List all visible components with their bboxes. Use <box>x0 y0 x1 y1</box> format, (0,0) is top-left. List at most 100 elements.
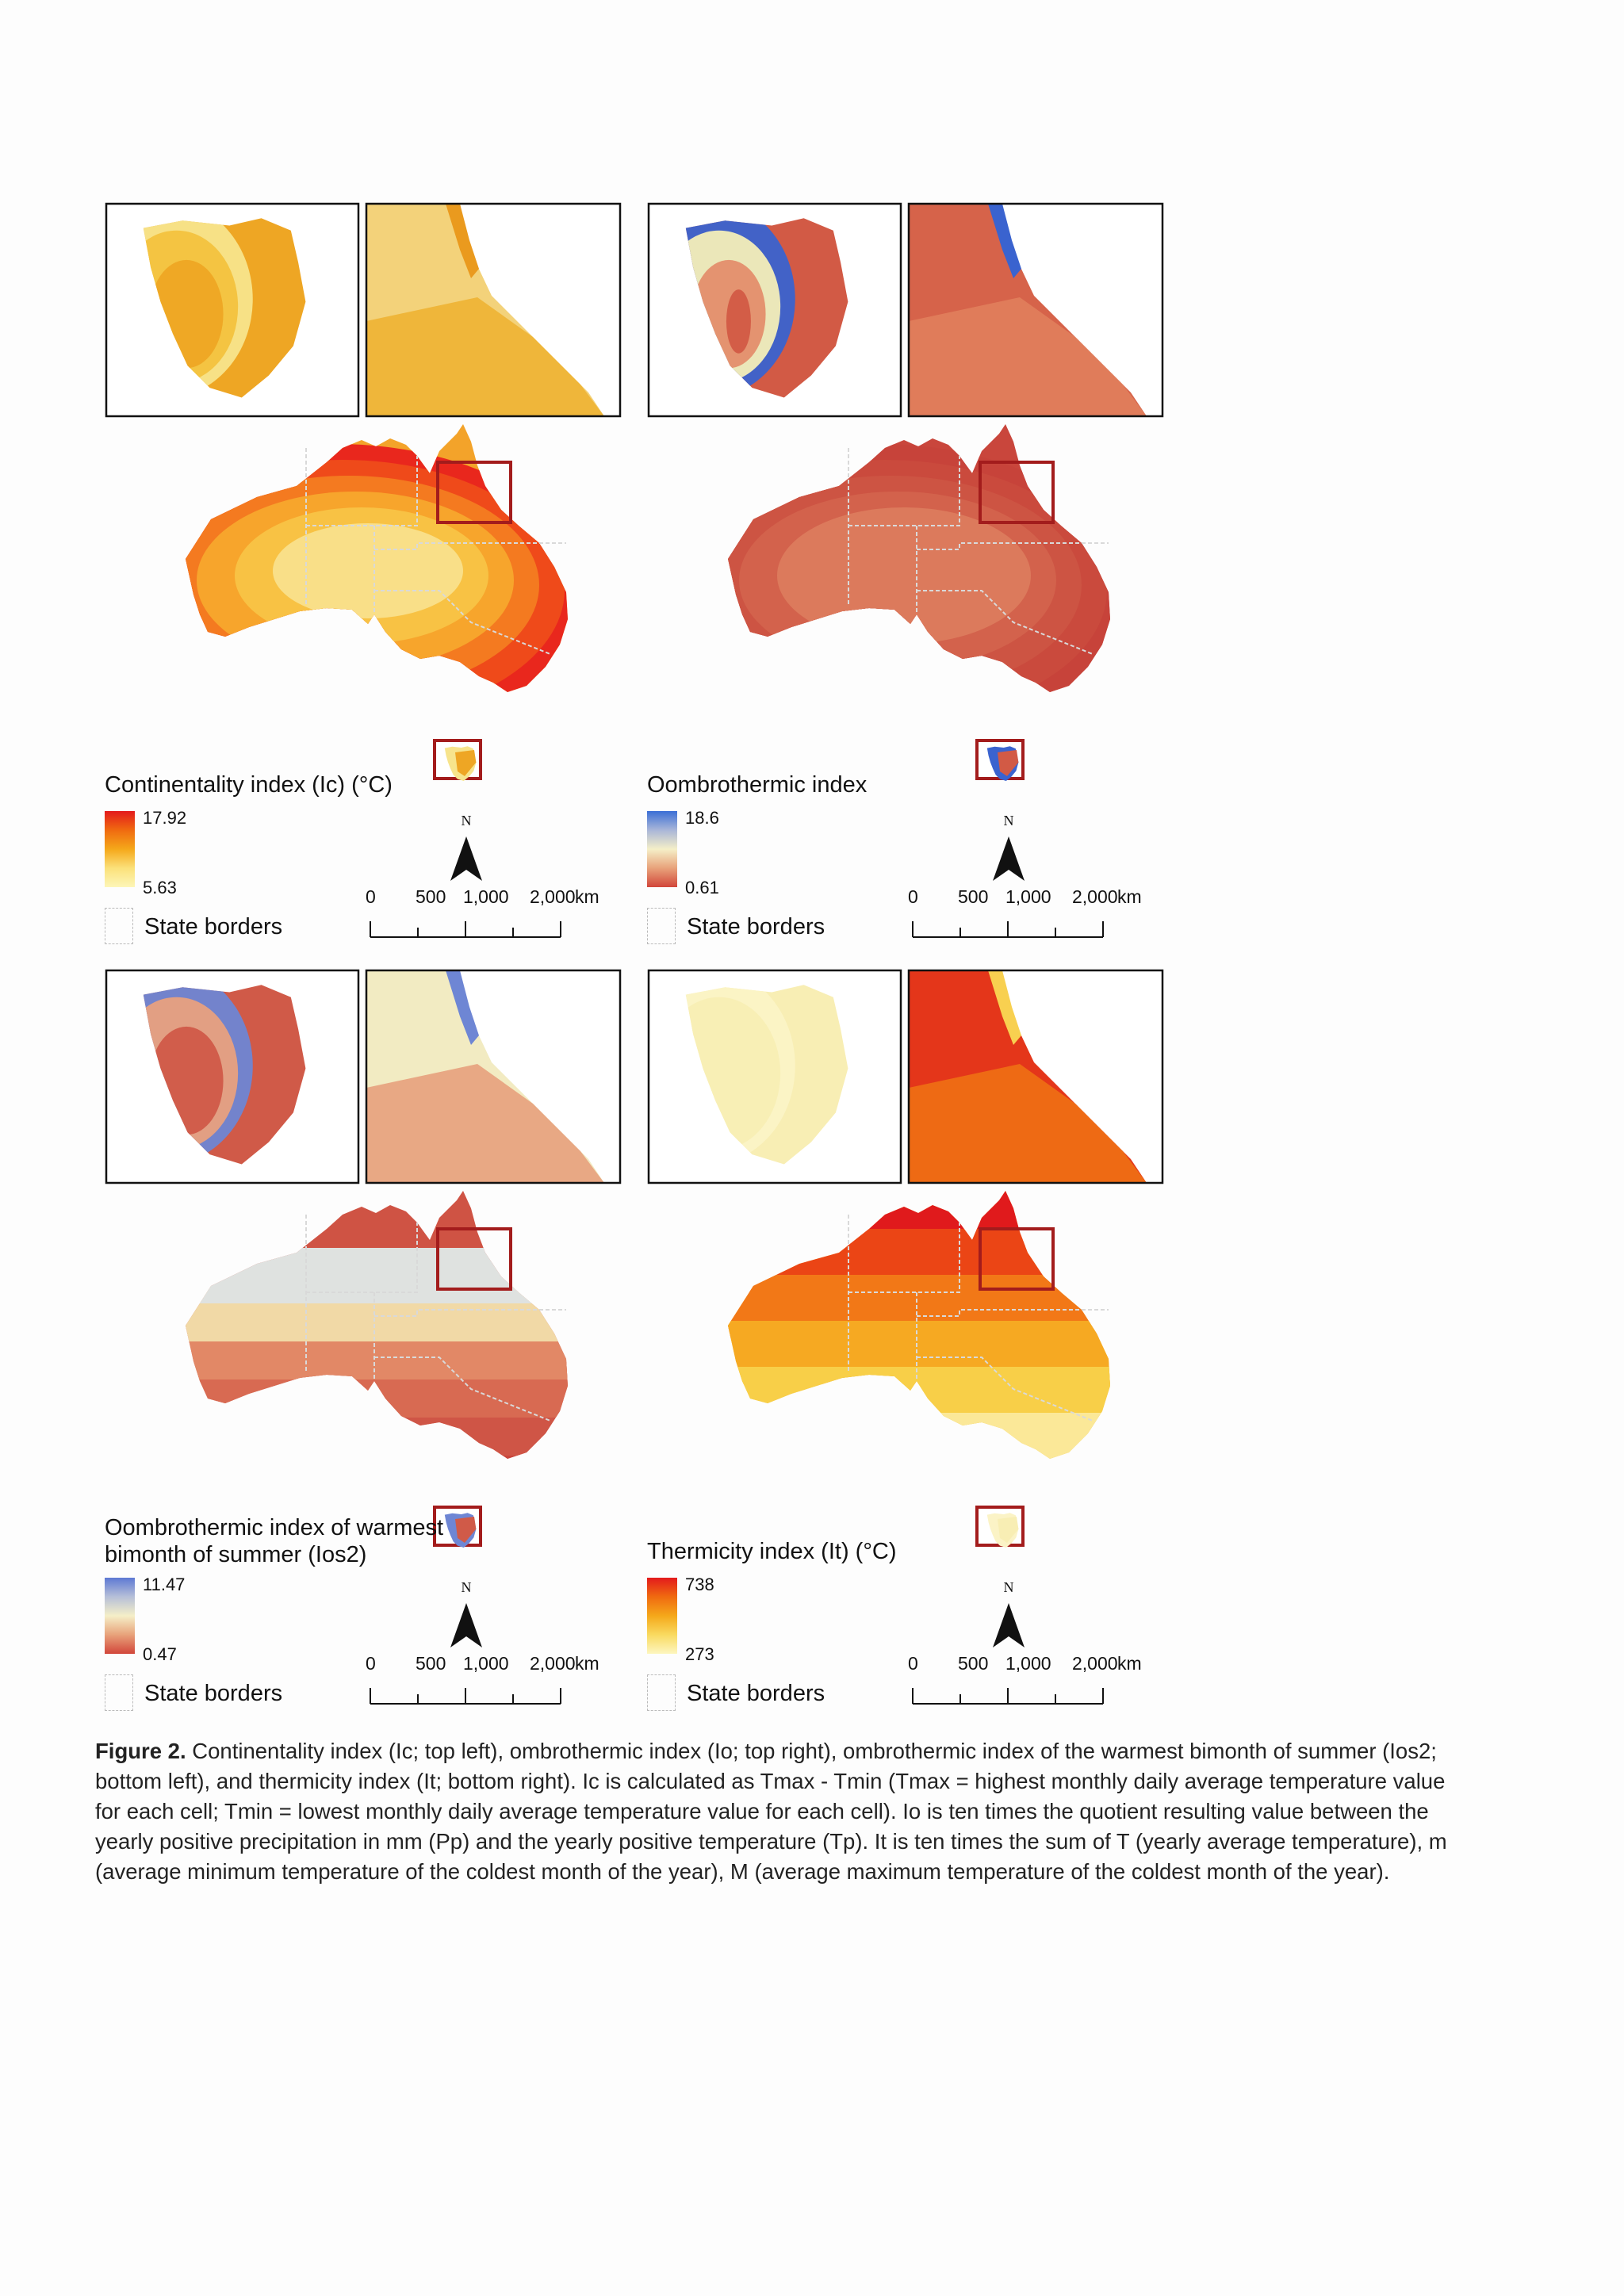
state-borders-label: State borders <box>144 1681 283 1706</box>
legend-min-value: 5.63 <box>143 878 177 897</box>
legend-title-line: Continentality index (Ic) (°C) <box>105 772 393 798</box>
map-figure-it <box>647 969 1164 1548</box>
scale-label: km <box>1117 886 1142 907</box>
inset-left-frame <box>105 202 360 418</box>
scale-label: km <box>575 886 599 907</box>
inset-tasmania <box>649 970 901 1183</box>
scale-label: 1,000 <box>1005 1653 1051 1674</box>
state-borders-swatch <box>105 1674 133 1711</box>
scale-label: 1,000 <box>463 1653 509 1674</box>
north-arrow-icon <box>450 836 482 881</box>
australia-map <box>186 1191 568 1548</box>
inset-left-frame <box>647 202 902 418</box>
scale-label: 0 <box>908 886 918 907</box>
legend-max-value: 738 <box>685 1575 714 1594</box>
scale-label: 0 <box>366 1653 376 1674</box>
legend-title: Thermicity index (It) (°C) <box>647 1538 897 1565</box>
scale-label: 500 <box>958 1653 989 1674</box>
scale-bar <box>370 921 561 938</box>
legend-color-ramp <box>647 811 677 887</box>
australia-map <box>728 424 1110 781</box>
state-borders-label: State borders <box>687 914 825 939</box>
legend-color-ramp <box>647 1578 677 1654</box>
inset-left-frame <box>647 969 902 1184</box>
map-figure-io <box>647 202 1164 781</box>
queensland-highlight-box <box>436 461 512 524</box>
scale-label: 2,000 <box>530 1653 576 1674</box>
scale-bar <box>370 1688 561 1705</box>
scale-label: 2,000 <box>1072 886 1118 907</box>
legend-max-value: 18.6 <box>685 808 719 828</box>
north-arrow-label: N <box>1003 1579 1014 1595</box>
map-panel-ic: Continentality index (Ic) (°C) 17.92 5.63 S… <box>105 202 660 967</box>
australia-map <box>728 1191 1110 1548</box>
legend-min-value: 0.61 <box>685 878 719 897</box>
inset-tasmania <box>649 204 901 416</box>
figure-caption-text: Continentality index (Ic; top left), omb… <box>95 1739 1447 1884</box>
scale-label: km <box>575 1653 599 1674</box>
inset-queensland-coast <box>366 204 620 416</box>
scale-label: 500 <box>416 886 446 907</box>
map-panel-it: Thermicity index (It) (°C) 738 273 State bo… <box>647 969 1202 1734</box>
inset-queensland-coast <box>366 970 620 1183</box>
inset-tasmania <box>106 204 358 416</box>
tasmania-locator <box>975 739 1025 781</box>
legend-min-value: 273 <box>685 1644 714 1664</box>
north-arrow-icon <box>993 836 1025 881</box>
scale-label: 1,000 <box>1005 886 1051 907</box>
legend-min-value: 0.47 <box>143 1644 177 1664</box>
legend-title-line: Oombrothermic index of warmest <box>105 1515 444 1540</box>
state-border-nt <box>306 1223 418 1293</box>
inset-queensland-coast <box>909 204 1162 416</box>
inset-right-frame <box>365 969 622 1184</box>
scale-label: 500 <box>958 886 989 907</box>
state-border-nsw <box>374 1357 551 1422</box>
legend-color-ramp <box>105 1578 135 1654</box>
legend-max-value: 17.92 <box>143 808 187 828</box>
scale-label: 0 <box>908 1653 918 1674</box>
scale-bar <box>912 921 1104 938</box>
state-border-qld <box>917 542 1109 550</box>
inset-tasmania <box>106 970 358 1183</box>
scale-label: 1,000 <box>463 886 509 907</box>
scale-label: km <box>1117 1653 1142 1674</box>
inset-right-frame <box>907 202 1164 418</box>
legend-title: Oombrothermic index of warmest bimonth of… <box>105 1514 443 1568</box>
inset-queensland-coast <box>909 970 1162 1183</box>
inset-left-frame <box>105 969 360 1184</box>
north-arrow-icon <box>450 1603 482 1647</box>
map-panel-io: Oombrothermic index 18.6 0.61 State borders… <box>647 202 1202 967</box>
state-border-qld <box>917 1309 1109 1317</box>
legend-max-value: 11.47 <box>143 1575 186 1594</box>
queensland-highlight-box <box>979 1227 1055 1291</box>
legend-title-line: Oombrothermic index <box>647 772 868 798</box>
legend-title: Continentality index (Ic) (°C) <box>105 771 393 798</box>
queensland-highlight-box <box>979 461 1055 524</box>
queensland-highlight-box <box>436 1227 512 1291</box>
legend-title: Oombrothermic index <box>647 771 867 798</box>
state-border-nsw <box>374 590 551 655</box>
legend-title-line: Thermicity index (It) (°C) <box>647 1539 897 1564</box>
state-border-nsw <box>917 590 1094 655</box>
tasmania-locator <box>433 739 482 781</box>
map-figure-ic <box>105 202 622 781</box>
state-borders-swatch <box>647 908 676 944</box>
north-arrow-icon <box>993 1603 1025 1647</box>
australia-map <box>186 424 568 781</box>
legend-color-ramp <box>105 811 135 887</box>
state-borders-swatch <box>105 908 133 944</box>
north-arrow-label: N <box>1003 813 1014 828</box>
state-border-nt <box>306 456 418 526</box>
tasmania-locator <box>975 1506 1025 1548</box>
state-border-qld <box>374 1309 566 1317</box>
north-arrow-label: N <box>461 813 472 828</box>
state-border-nt <box>848 1223 960 1293</box>
scale-label: 500 <box>416 1653 446 1674</box>
north-arrow-label: N <box>461 1579 472 1595</box>
figure-label: Figure 2. <box>95 1739 186 1763</box>
scale-label: 2,000 <box>1072 1653 1118 1674</box>
inset-right-frame <box>907 969 1164 1184</box>
map-panel-ios2: Oombrothermic index of warmest bimonth of… <box>105 969 660 1734</box>
state-border-nsw <box>917 1357 1094 1422</box>
state-borders-label: State borders <box>687 1681 825 1706</box>
